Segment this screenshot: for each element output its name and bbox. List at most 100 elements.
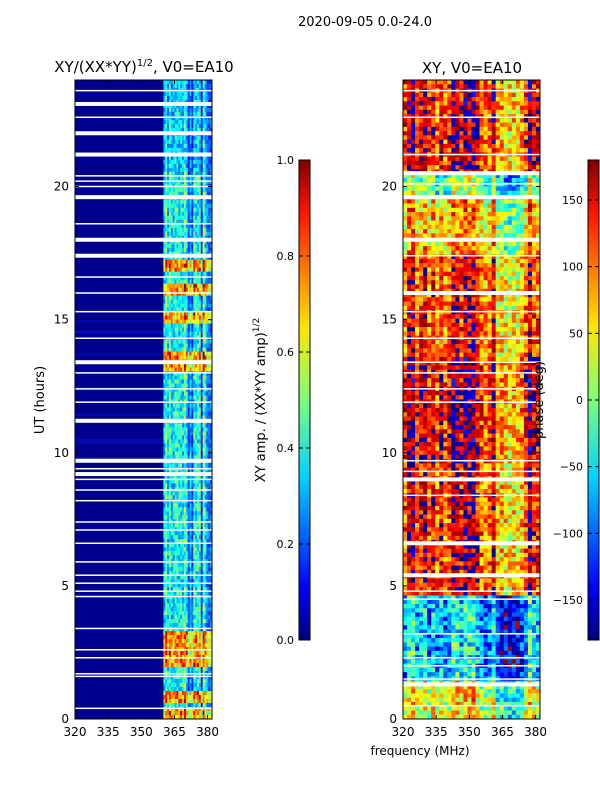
- amp-cell: [199, 80, 201, 84]
- phase-cell: [443, 161, 447, 166]
- amp-cell: [182, 124, 184, 128]
- amp-cell: [173, 328, 175, 332]
- phase-cell: [427, 110, 431, 115]
- phase-cell: [447, 123, 451, 128]
- phase-cell: [528, 135, 532, 140]
- phase-cell: [496, 106, 500, 111]
- phase-cell: [419, 118, 423, 123]
- amp-cell: [180, 160, 182, 164]
- phase-cell: [476, 148, 480, 153]
- phase-cell: [488, 131, 492, 136]
- amp-xtick-label: 335: [97, 725, 120, 739]
- amp-gap-row: [75, 175, 212, 177]
- amp-cell: [176, 403, 178, 407]
- amp-cell: [190, 324, 192, 328]
- amp-cell: [176, 639, 178, 643]
- phase-cell: [476, 101, 480, 106]
- phase-cell: [403, 101, 407, 106]
- amp-cell: [188, 659, 190, 663]
- amp-cell: [197, 679, 199, 683]
- phase-cell: [443, 110, 447, 115]
- amp-cell: [182, 495, 184, 499]
- phase-cell: [415, 148, 419, 153]
- amp-cell: [206, 188, 208, 192]
- amp-cell: [206, 659, 208, 663]
- amp-cell: [208, 376, 210, 380]
- amp-cell: [176, 555, 178, 559]
- amp-cell: [197, 304, 199, 308]
- amp-cell: [176, 368, 178, 372]
- amp-cell: [165, 599, 167, 603]
- phase-cell: [508, 127, 512, 132]
- amp-cell: [182, 695, 184, 699]
- phase-cell: [447, 131, 451, 136]
- amp-cell: [201, 316, 203, 320]
- amp-cell: [173, 144, 175, 148]
- phase-cell: [463, 140, 467, 145]
- amp-cell: [188, 663, 190, 667]
- amp-cell: [205, 615, 207, 619]
- amp-cell: [182, 711, 184, 715]
- amp-cell: [208, 244, 210, 248]
- amp-cell: [165, 695, 167, 699]
- amp-cell: [163, 324, 165, 328]
- amp-cell: [186, 380, 188, 384]
- amp-cell: [163, 491, 165, 495]
- amp-cell: [167, 683, 169, 687]
- phase-cell: [419, 123, 423, 128]
- phase-cell: [528, 118, 532, 123]
- phase-cell: [415, 157, 419, 162]
- amp-cell: [184, 599, 186, 603]
- amp-cell: [206, 288, 208, 292]
- phase-cell: [447, 80, 451, 85]
- amp-cell: [197, 296, 199, 300]
- amp-cell: [206, 320, 208, 324]
- amp-cell: [167, 144, 169, 148]
- amp-cell: [167, 136, 169, 140]
- amp-cell: [173, 651, 175, 655]
- amp-cell: [205, 619, 207, 623]
- amp-cell: [184, 603, 186, 607]
- amp-cell: [191, 439, 193, 443]
- amp-cell: [205, 112, 207, 116]
- amp-cell: [197, 603, 199, 607]
- amp-cell: [191, 651, 193, 655]
- phase-cell: [528, 93, 532, 98]
- phase-cell: [463, 157, 467, 162]
- phase-cell: [459, 106, 463, 111]
- amp-cell: [175, 260, 177, 264]
- amp-cell: [188, 607, 190, 611]
- amp-cell: [169, 288, 171, 292]
- amp-cell: [163, 148, 165, 152]
- amp-cell: [206, 615, 208, 619]
- amp-cell: [203, 376, 205, 380]
- amp-cell: [175, 435, 177, 439]
- amp-cell: [193, 607, 195, 611]
- amp-cell: [203, 619, 205, 623]
- amp-cell: [195, 164, 197, 168]
- amp-cell: [173, 695, 175, 699]
- phase-cell: [435, 148, 439, 153]
- amp-cell: [188, 304, 190, 308]
- phase-cell: [459, 101, 463, 106]
- amp-cell: [178, 300, 180, 304]
- amp-cell: [197, 260, 199, 264]
- amp-cell: [173, 296, 175, 300]
- phase-cell: [419, 165, 423, 170]
- amp-cell: [173, 160, 175, 164]
- amp-cell: [171, 555, 173, 559]
- amp-cell: [191, 188, 193, 192]
- amp-cell: [201, 611, 203, 615]
- amp-cell: [205, 623, 207, 627]
- amp-cell: [175, 531, 177, 535]
- amp-cell: [167, 687, 169, 691]
- amp-cell: [163, 663, 165, 667]
- amp-cell: [167, 264, 169, 268]
- amp-cell: [175, 288, 177, 292]
- phase-cell: [480, 97, 484, 102]
- amp-cell: [184, 695, 186, 699]
- amp-cell: [171, 144, 173, 148]
- amp-cell: [190, 140, 192, 144]
- phase-cell: [463, 127, 467, 132]
- amp-cell: [178, 555, 180, 559]
